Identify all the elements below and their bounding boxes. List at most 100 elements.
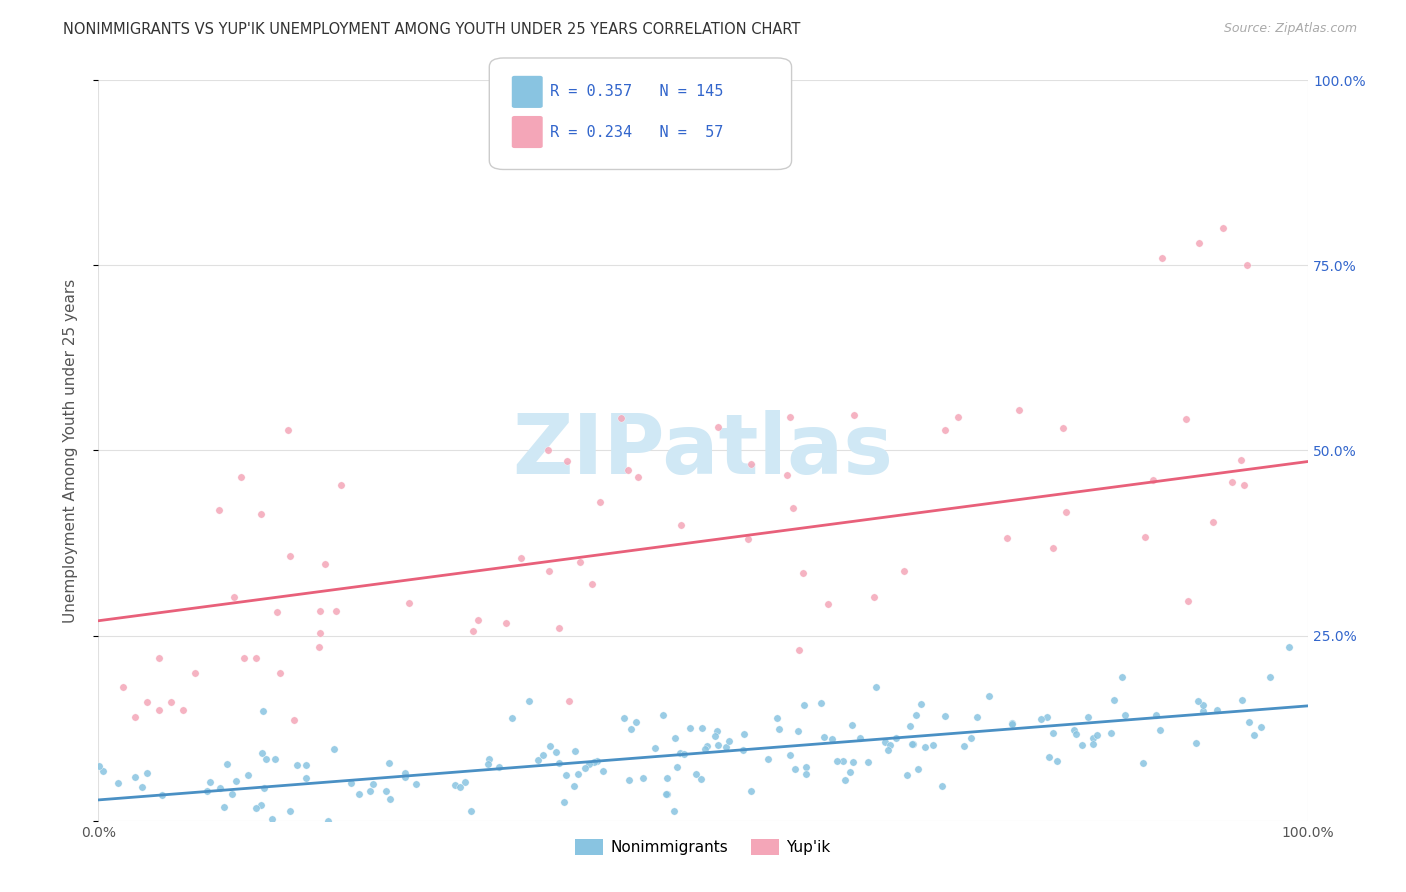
Point xyxy=(184,665,207,680)
Point xyxy=(1114,708,1136,723)
Point xyxy=(689,772,711,787)
Point xyxy=(707,739,730,753)
Point xyxy=(1063,723,1085,738)
Point xyxy=(756,752,779,766)
Point xyxy=(277,423,299,437)
Text: R = 0.357   N = 145: R = 0.357 N = 145 xyxy=(550,85,723,99)
Point xyxy=(953,739,976,753)
Point xyxy=(394,770,416,784)
Point xyxy=(856,755,879,769)
Point xyxy=(679,721,702,735)
Point xyxy=(477,757,499,772)
Point xyxy=(865,680,887,694)
Point xyxy=(787,723,810,738)
Point xyxy=(340,775,363,789)
Point xyxy=(900,738,922,752)
Point xyxy=(1083,731,1105,746)
Point xyxy=(839,764,862,779)
Point xyxy=(903,737,925,751)
Point xyxy=(703,729,725,743)
Point xyxy=(977,689,1000,703)
Point xyxy=(1233,478,1256,492)
Point xyxy=(810,696,832,710)
Point xyxy=(613,711,636,725)
Point xyxy=(934,708,956,723)
Point xyxy=(652,707,675,722)
Point xyxy=(461,624,484,639)
Point xyxy=(617,772,640,787)
Point xyxy=(547,621,569,635)
Point xyxy=(208,502,231,516)
Point xyxy=(377,756,399,770)
Point xyxy=(654,787,676,801)
Point xyxy=(250,508,273,522)
Point xyxy=(264,752,287,766)
Point xyxy=(232,650,254,665)
Point xyxy=(664,731,686,745)
Point xyxy=(295,771,318,785)
Point xyxy=(734,727,756,741)
Point xyxy=(285,758,308,772)
Point xyxy=(136,766,159,780)
Point xyxy=(779,747,801,762)
Point xyxy=(91,764,114,778)
Point xyxy=(1152,251,1174,265)
Point xyxy=(1077,710,1099,724)
Point xyxy=(610,410,633,425)
Point xyxy=(531,747,554,762)
Text: Source: ZipAtlas.com: Source: ZipAtlas.com xyxy=(1223,22,1357,36)
Point xyxy=(921,738,943,752)
Point xyxy=(1144,708,1167,723)
Point xyxy=(548,756,571,770)
Point xyxy=(914,740,936,755)
Point xyxy=(398,596,420,610)
Point xyxy=(644,741,666,756)
Point xyxy=(737,532,759,546)
Point xyxy=(107,776,129,790)
Point xyxy=(1220,475,1243,490)
Point xyxy=(278,549,301,564)
Point xyxy=(1054,505,1077,519)
Point xyxy=(212,799,235,814)
Point xyxy=(1258,670,1281,684)
Point xyxy=(813,730,835,744)
Point xyxy=(1239,715,1261,730)
Point xyxy=(316,814,339,828)
Point xyxy=(876,742,898,756)
Point xyxy=(995,532,1018,546)
Point xyxy=(1175,412,1198,426)
Point xyxy=(510,550,533,565)
Point xyxy=(586,754,609,768)
Point xyxy=(789,642,811,657)
Point xyxy=(904,708,927,723)
Point xyxy=(135,695,157,709)
Point xyxy=(617,463,640,477)
Point xyxy=(260,812,283,826)
Point xyxy=(583,755,606,769)
Point xyxy=(329,478,352,492)
Point xyxy=(863,590,886,604)
Point xyxy=(1102,692,1125,706)
Point xyxy=(467,613,489,627)
Point xyxy=(283,713,305,727)
Point xyxy=(685,766,707,780)
Point xyxy=(160,695,183,709)
Point xyxy=(1230,452,1253,467)
Point xyxy=(821,732,844,747)
Point xyxy=(1250,721,1272,735)
Point xyxy=(665,759,688,773)
Point xyxy=(624,714,647,729)
Point xyxy=(910,697,932,711)
Point xyxy=(827,754,849,768)
Point xyxy=(195,784,218,798)
Point xyxy=(538,739,561,753)
Point xyxy=(1212,221,1234,235)
Point xyxy=(553,795,575,809)
Point xyxy=(1132,756,1154,771)
Point xyxy=(266,605,288,619)
Point xyxy=(740,783,762,797)
Point xyxy=(1230,693,1253,707)
Point xyxy=(323,742,346,756)
Point xyxy=(172,703,194,717)
Point xyxy=(1081,737,1104,751)
